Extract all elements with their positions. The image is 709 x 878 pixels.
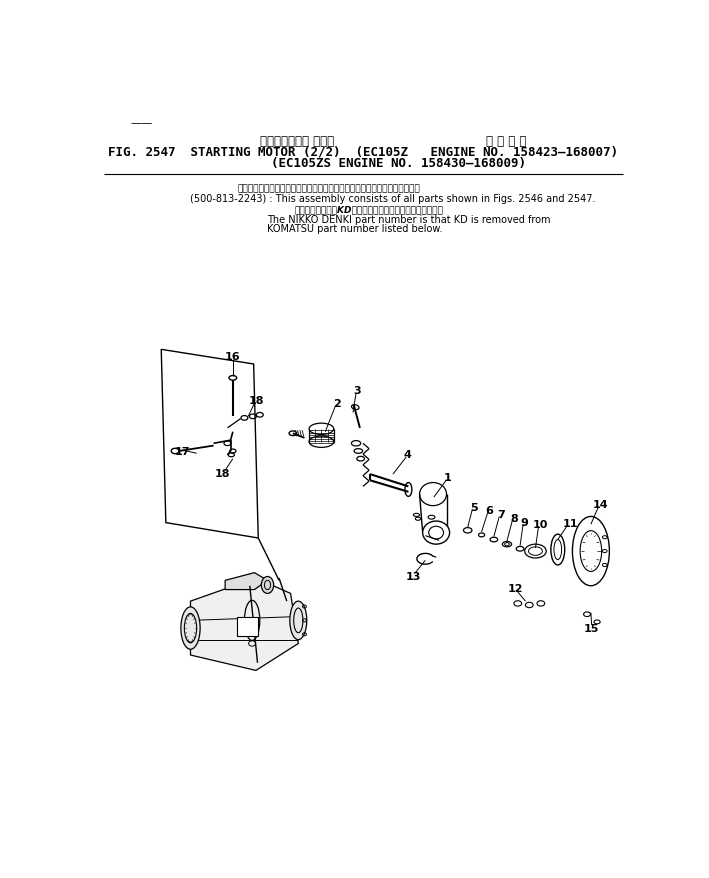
Text: 5: 5 [470,502,478,513]
Text: スターティング モータ: スターティング モータ [259,135,334,148]
Text: このアセンブリの構成部品は第２５４６図および第２５４７図を含みます．: このアセンブリの構成部品は第２５４６図および第２５４７図を含みます． [238,184,420,193]
Bar [237,617,258,636]
Text: 7: 7 [497,509,505,520]
Text: FIG. 2547  STARTING MOTOR (2/2)  (EC105Z   ENGINE NO. 158423–168007): FIG. 2547 STARTING MOTOR (2/2) (EC105Z E… [108,146,618,159]
Text: 18: 18 [215,469,230,479]
Text: 13: 13 [406,571,420,581]
Text: ——: —— [130,118,152,127]
Text: 品番のメーカ記号KDを除いたものが日商電機の品番です．: 品番のメーカ記号KDを除いたものが日商電機の品番です． [294,205,443,214]
Text: 12: 12 [508,583,523,594]
Text: (500-813-2243) : This assembly consists of all parts shown in Figs. 2546 and 254: (500-813-2243) : This assembly consists … [191,193,596,204]
Text: 16: 16 [225,351,240,361]
Text: 17: 17 [175,447,191,457]
Polygon shape [225,573,267,590]
Text: KOMATSU part number listed below.: KOMATSU part number listed below. [267,224,443,234]
Text: 14: 14 [593,500,609,509]
Text: (EC105ZS ENGINE NO. 158430–168009): (EC105ZS ENGINE NO. 158430–168009) [271,157,526,170]
Text: 9: 9 [520,517,529,527]
Ellipse shape [181,608,200,650]
Ellipse shape [262,577,274,594]
Ellipse shape [420,483,447,506]
Text: 10: 10 [533,520,549,529]
Text: 1: 1 [444,472,452,483]
Text: 11: 11 [562,518,578,528]
Text: 15: 15 [584,623,599,633]
Text: 2: 2 [333,399,340,409]
Polygon shape [191,579,298,671]
Text: 8: 8 [510,514,518,523]
Text: 適 用 号 機: 適 用 号 機 [486,135,526,148]
Text: 3: 3 [354,385,362,396]
Text: 4: 4 [403,450,412,459]
Text: 6: 6 [486,506,493,515]
Text: The NIKKO DENKI part number is that KD is removed from: The NIKKO DENKI part number is that KD i… [267,215,551,225]
Ellipse shape [423,522,450,544]
Ellipse shape [290,601,307,640]
Text: 18: 18 [248,396,264,406]
